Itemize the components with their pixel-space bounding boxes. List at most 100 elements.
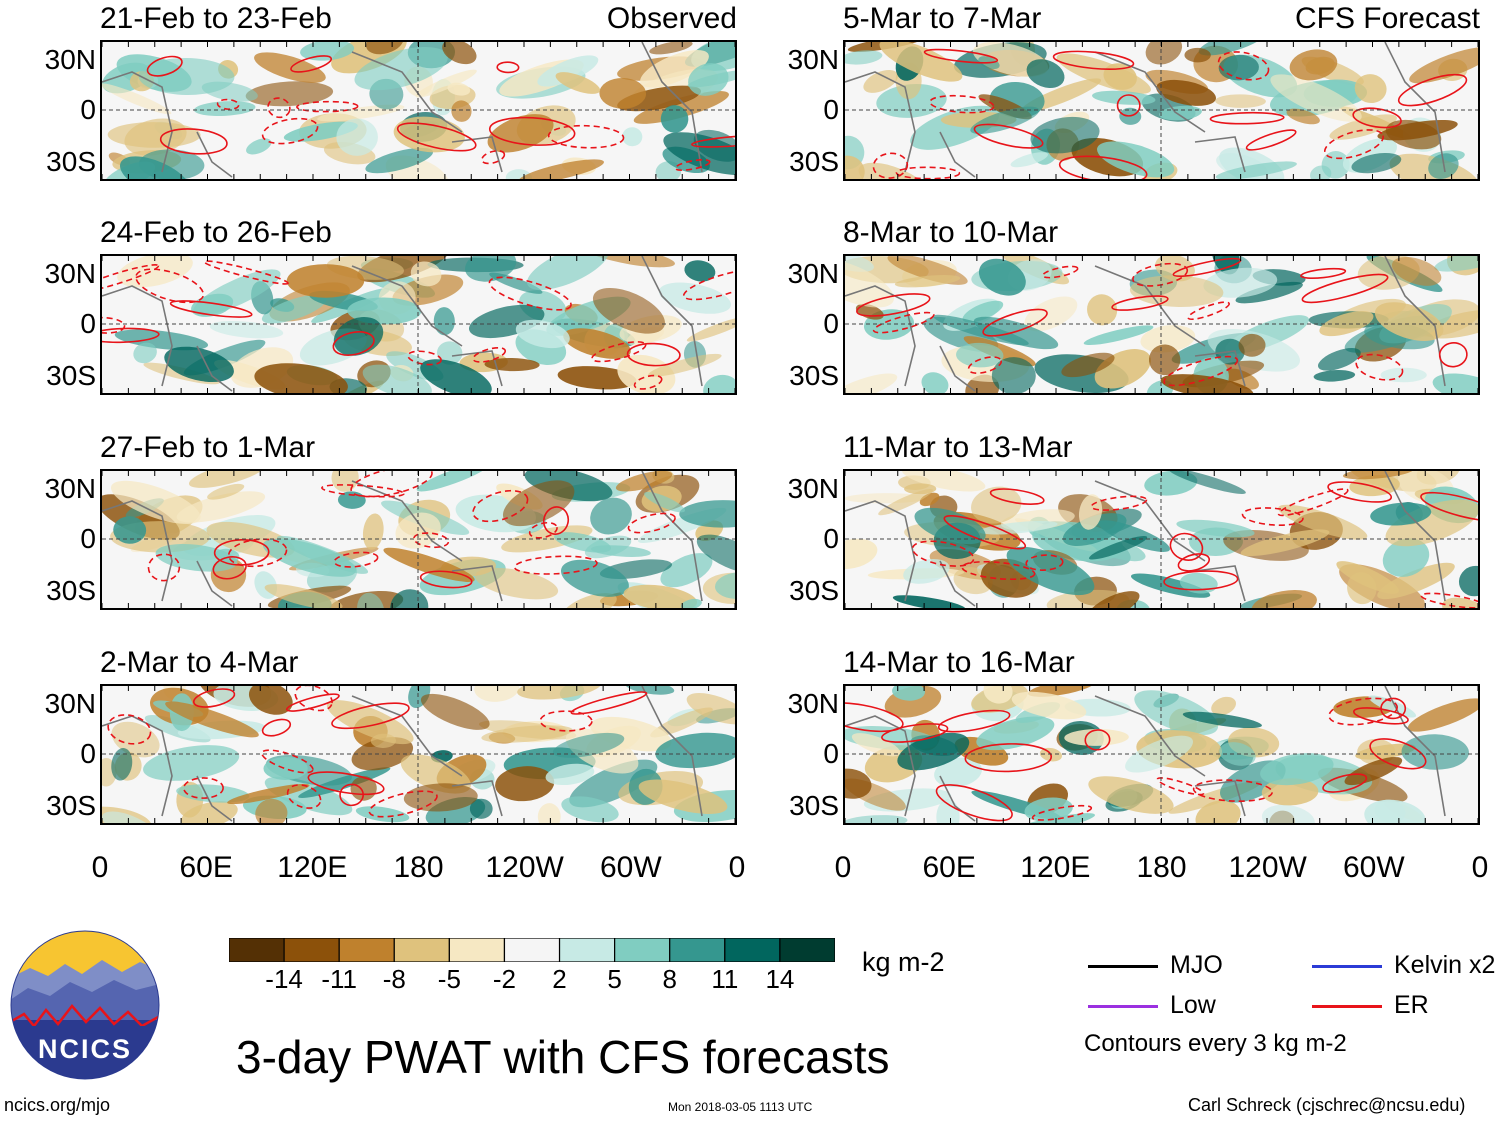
colorbar-swatch [393, 937, 450, 963]
er-contour [1116, 94, 1141, 117]
er-contour [513, 555, 598, 575]
er-contour [1380, 697, 1407, 720]
coastline [196, 345, 233, 392]
anomaly-shade [357, 592, 385, 608]
colorbar-label: 8 [662, 964, 677, 994]
panel-tag: Observed [606, 2, 737, 35]
anomaly-shade [1159, 105, 1202, 121]
anomaly-shade [684, 260, 716, 282]
footer-url-link[interactable]: ncics.org/mjo [4, 1095, 111, 1115]
anomaly-shade [845, 50, 883, 65]
er-contour [1323, 129, 1384, 160]
anomaly-shade [1382, 538, 1430, 577]
footer-timestamp: Mon 2018-03-05 1113 UTC [668, 1100, 813, 1114]
anomaly-shade [921, 372, 949, 393]
panel-title: 5-Mar to 7-Mar [843, 2, 1042, 35]
colorbar-label: 2 [552, 964, 567, 994]
lat-label: 30N [787, 258, 839, 289]
panel-tag: CFS Forecast [1294, 2, 1480, 35]
colorbar-swatch [448, 937, 506, 963]
er-contour [261, 749, 314, 774]
anomaly-shade [355, 806, 410, 823]
coastline [451, 136, 503, 173]
colorbar-swatch [779, 937, 836, 963]
anomaly-shade [286, 264, 365, 298]
footer-credit: Carl Schreck (cjschrec@ncsu.edu) [1188, 1095, 1466, 1115]
er-contour [872, 311, 935, 334]
anomaly-shade [487, 114, 554, 153]
anomaly-shade [696, 534, 735, 574]
legend-line [1088, 965, 1158, 968]
er-contour [1163, 355, 1239, 387]
anomaly-shade [362, 513, 384, 550]
er-contour [1052, 50, 1135, 70]
colorbar-swatch [503, 937, 561, 963]
er-contour [1327, 481, 1393, 503]
anomaly-shade [246, 138, 272, 155]
anomaly-shade [1364, 799, 1426, 823]
coastline [641, 686, 703, 817]
anomaly-shade [1140, 325, 1196, 353]
logo-text: NCICS [37, 1034, 132, 1064]
lon-label: 0 [91, 851, 109, 884]
er-contour [633, 374, 663, 390]
anomaly-shade [876, 83, 947, 118]
anomaly-shade [703, 374, 735, 393]
er-contour [881, 723, 949, 743]
er-contour [1156, 777, 1205, 796]
er-contour [102, 316, 126, 334]
anomaly-shade [1380, 367, 1427, 383]
anomaly-shade [1432, 373, 1478, 393]
anomaly-shade [515, 319, 570, 349]
er-contour [1192, 779, 1273, 802]
er-contour [1111, 295, 1169, 311]
anomaly-shade [1374, 302, 1444, 341]
map-panel [843, 254, 1480, 395]
anomaly-shade [623, 584, 698, 608]
colorbar-label: -11 [321, 964, 357, 994]
anomaly-shade [545, 763, 595, 786]
pwat-anomaly-map [102, 42, 735, 179]
er-contour [350, 471, 433, 498]
coastline [845, 71, 916, 173]
anomaly-shade [207, 483, 245, 500]
er-contour [682, 268, 735, 301]
coastline [1194, 780, 1246, 817]
anomaly-shade [1442, 597, 1478, 608]
er-contour [192, 688, 236, 708]
anomaly-shade [1195, 800, 1241, 823]
panel-title: 8-Mar to 10-Mar [843, 216, 1059, 249]
colorbar-swatches [228, 937, 836, 963]
colorbar-swatch [724, 937, 781, 963]
anomaly-shade [164, 346, 234, 383]
anomaly-shade [155, 543, 238, 572]
anomaly-shade [1148, 344, 1181, 376]
er-contour [212, 556, 247, 580]
anomaly-shade [1235, 281, 1303, 304]
anomaly-shade [1061, 352, 1115, 378]
anomaly-shade [863, 69, 898, 93]
er-contour [1322, 773, 1368, 793]
anomaly-shade [1088, 776, 1174, 814]
lat-label: 30S [46, 790, 96, 821]
er-contour [146, 55, 183, 77]
lon-label: 60W [599, 851, 662, 884]
anomaly-shade [165, 701, 259, 738]
er-contour [547, 124, 625, 149]
colorbar-swatch [338, 937, 395, 963]
anomaly-shade [1458, 565, 1478, 597]
map-panel [100, 684, 737, 825]
anomaly-shade [114, 329, 209, 351]
coastline [1384, 686, 1446, 817]
er-contour [169, 300, 253, 318]
anomaly-shade [1087, 591, 1140, 608]
er-contour [1163, 570, 1239, 591]
anomaly-shade [1134, 690, 1219, 736]
lon-label: 0 [834, 851, 852, 884]
colorbar-swatch [283, 937, 340, 963]
coastline [939, 560, 976, 607]
anomaly-shade [845, 155, 865, 179]
anomaly-shade [495, 766, 555, 802]
coastline [451, 565, 503, 602]
lon-label: 60W [1342, 851, 1405, 884]
